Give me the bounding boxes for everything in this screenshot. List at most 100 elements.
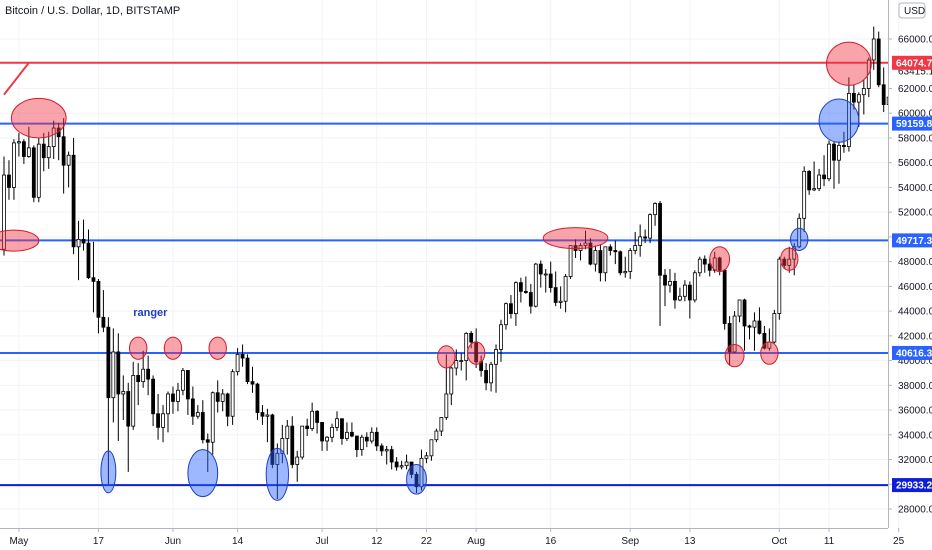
resistance-zone-ellipse [709, 246, 731, 273]
candle-body [305, 425, 310, 430]
candle [439, 417, 444, 437]
candle [658, 201, 662, 326]
candle-body [847, 93, 851, 148]
candle [185, 370, 190, 415]
candle-body [797, 217, 802, 248]
candle-body [315, 410, 320, 423]
resistance-zone-ellipse [0, 229, 40, 252]
candle [295, 450, 300, 482]
candle [151, 375, 156, 427]
candle [260, 405, 265, 425]
candle [91, 241, 96, 313]
resistance-zone-ellipse [437, 345, 456, 369]
candle [116, 333, 121, 441]
candle [797, 213, 802, 249]
candle-body [459, 360, 464, 362]
candle-body [787, 258, 792, 266]
candle [280, 424, 285, 464]
candle [538, 260, 543, 288]
candle [210, 391, 215, 455]
resistance-zone-ellipse [466, 341, 486, 365]
candle [76, 220, 81, 281]
resistance-zone-ellipse [128, 336, 148, 360]
candle-body [270, 414, 275, 465]
candle [17, 133, 21, 157]
candle-body [290, 425, 295, 465]
resistance-zone-ellipse [724, 344, 745, 368]
candle-body [220, 393, 225, 402]
candle-body [588, 242, 593, 265]
candle-body [613, 250, 618, 253]
candle [603, 246, 608, 282]
level-badge-label: 64074.77 [896, 58, 932, 69]
candle-body [185, 370, 190, 400]
candle-body [156, 413, 160, 428]
candle [230, 369, 235, 425]
time-tick-label: Jul [316, 536, 329, 547]
candle [727, 316, 732, 366]
candle-body [608, 246, 613, 251]
candle [697, 256, 702, 277]
candle-body [558, 300, 563, 303]
candle [434, 428, 439, 443]
candle [21, 139, 26, 164]
candle-body [141, 368, 146, 383]
price-tick-label: 66000.00 [898, 35, 932, 46]
candle [245, 354, 250, 385]
candle-body [543, 273, 548, 276]
candle-body [210, 392, 215, 443]
candle [449, 366, 454, 406]
candle-body [260, 412, 265, 417]
trend-line [3, 62, 30, 96]
candle [255, 382, 260, 420]
candle-body [553, 287, 558, 303]
candle-body [827, 143, 831, 180]
level-badge-background [892, 55, 932, 70]
price-tick-label: 42000.00 [898, 331, 932, 342]
candle [648, 213, 652, 244]
candle [310, 402, 315, 432]
candle-body [533, 263, 538, 307]
time-tick-label: 22 [421, 536, 433, 547]
candle-body [414, 473, 419, 488]
candle [205, 433, 210, 472]
candle [678, 287, 682, 302]
support-zone-ellipse [406, 463, 427, 495]
candle-body [643, 236, 648, 239]
candle [528, 283, 533, 314]
candle-body [330, 426, 334, 438]
support-zone-ellipse [265, 447, 290, 501]
price-tick-label: 52000.00 [898, 208, 932, 219]
candle-body [200, 412, 205, 441]
candle-body [255, 383, 260, 413]
candle [444, 354, 449, 420]
price-tick-label: 36000.00 [898, 406, 932, 417]
level-badge-background [892, 478, 932, 493]
candle [26, 126, 31, 158]
candle [126, 382, 131, 472]
candle [275, 443, 280, 500]
candle [166, 391, 170, 433]
candle [851, 84, 856, 110]
candle [523, 276, 528, 294]
chart-title: Bitcoin / U.S. Dollar, 1D, BITSTAMP [5, 5, 180, 17]
candle [886, 96, 888, 105]
resistance-zone-ellipse [760, 341, 779, 365]
candle-body [678, 295, 682, 301]
candle [394, 457, 399, 471]
candle-body [106, 326, 111, 399]
candle [668, 269, 672, 293]
candle [215, 380, 220, 413]
candle-body [369, 431, 374, 442]
candle [608, 244, 613, 256]
candle-body [514, 282, 518, 314]
candle [335, 411, 339, 432]
currency-button[interactable]: USD [898, 2, 926, 19]
candle-body [111, 351, 116, 399]
candle [643, 229, 648, 244]
candle-body [230, 371, 235, 417]
support-zone-ellipse [790, 227, 809, 252]
